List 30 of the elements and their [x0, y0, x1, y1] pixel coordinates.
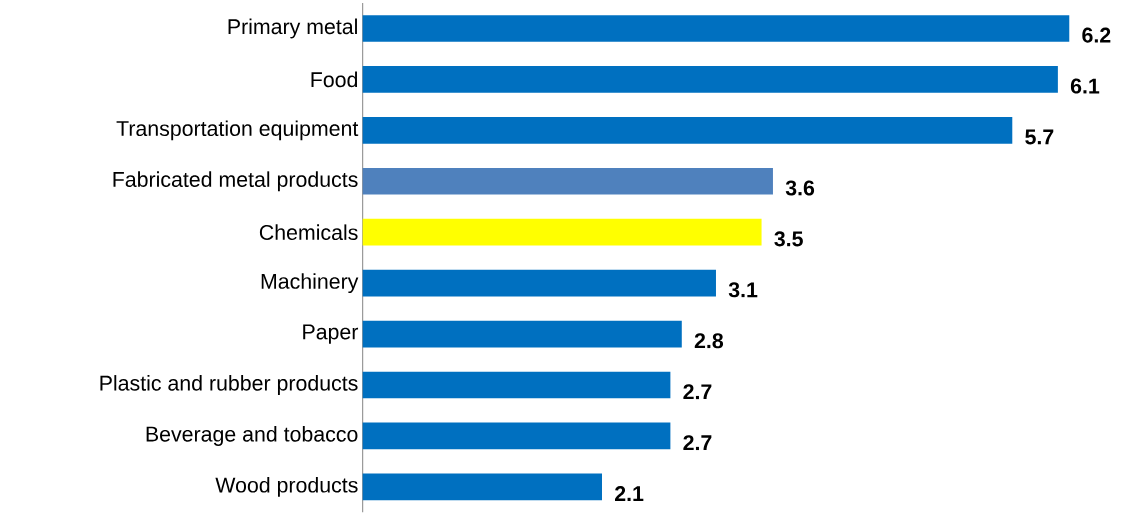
- y-tick-label: Transportation equipment: [116, 120, 359, 141]
- data-label: 6.2: [1082, 27, 1111, 43]
- data-label: 2.7: [683, 384, 712, 400]
- bar: [362, 371, 671, 399]
- data-label: 3.5: [774, 231, 803, 247]
- bar: [362, 117, 1013, 144]
- data-label: 2.7: [683, 435, 712, 451]
- y-tick-label: Paper: [303, 324, 359, 344]
- y-tick-label: Machinery: [261, 273, 359, 294]
- data-label: 3.1: [728, 282, 758, 298]
- data-label: 5.7: [1025, 129, 1054, 145]
- data-label: 6.1: [1070, 78, 1100, 94]
- bar: [362, 66, 1058, 93]
- y-tick-label: Plastic and rubber products: [100, 375, 358, 395]
- bar: [362, 167, 773, 195]
- bar: [362, 473, 602, 501]
- bar: [362, 218, 762, 246]
- data-label: 2.1: [615, 486, 644, 501]
- y-tick-label: Fabricated metal products: [113, 171, 358, 192]
- bar: [362, 15, 1070, 42]
- bar: [362, 320, 682, 348]
- y-tick-label: Primary metal: [228, 18, 357, 39]
- bar: [362, 269, 716, 297]
- data-label: 2.8: [694, 333, 724, 349]
- data-label: 3.6: [785, 180, 815, 196]
- y-tick-label: Wood products: [215, 476, 358, 497]
- y-tick-label: Beverage and tobacco: [146, 426, 358, 446]
- y-tick-label: Food: [311, 71, 358, 88]
- y-tick-label: Chemicals: [259, 224, 358, 241]
- bar: [362, 422, 671, 450]
